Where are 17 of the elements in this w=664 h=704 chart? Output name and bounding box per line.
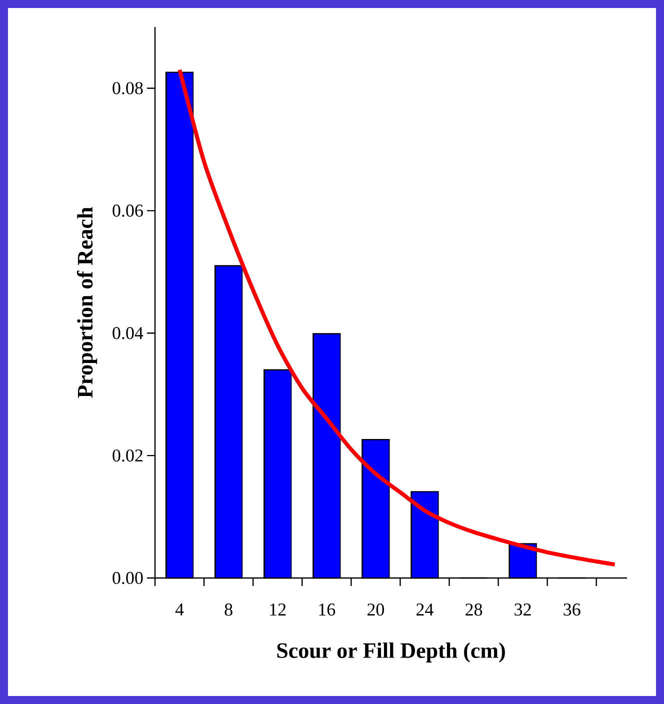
x-tick-label: 8 <box>224 604 232 616</box>
y-tick-label: 0.04 <box>112 327 144 340</box>
x-tick-label: 32 <box>514 604 531 616</box>
x-tick-label: 12 <box>270 604 286 616</box>
y-axis-title: Proportion of Reach <box>76 207 98 398</box>
x-tick-label: 4 <box>175 604 184 616</box>
x-tick-label: 36 <box>564 604 580 616</box>
x-tick-label: 28 <box>466 604 482 616</box>
x-tick-label: 24 <box>416 604 434 616</box>
y-tick-label: 0.08 <box>112 82 143 94</box>
x-tick-label: 16 <box>319 604 336 616</box>
y-tick-label: 0.06 <box>112 204 143 217</box>
x-axis-title: Scour or Fill Depth (cm) <box>277 642 505 662</box>
y-tick-label: 0.00 <box>112 572 143 584</box>
y-tick-label: 0.02 <box>112 449 142 462</box>
line-series <box>178 68 617 567</box>
x-tick-label: 20 <box>367 604 384 616</box>
